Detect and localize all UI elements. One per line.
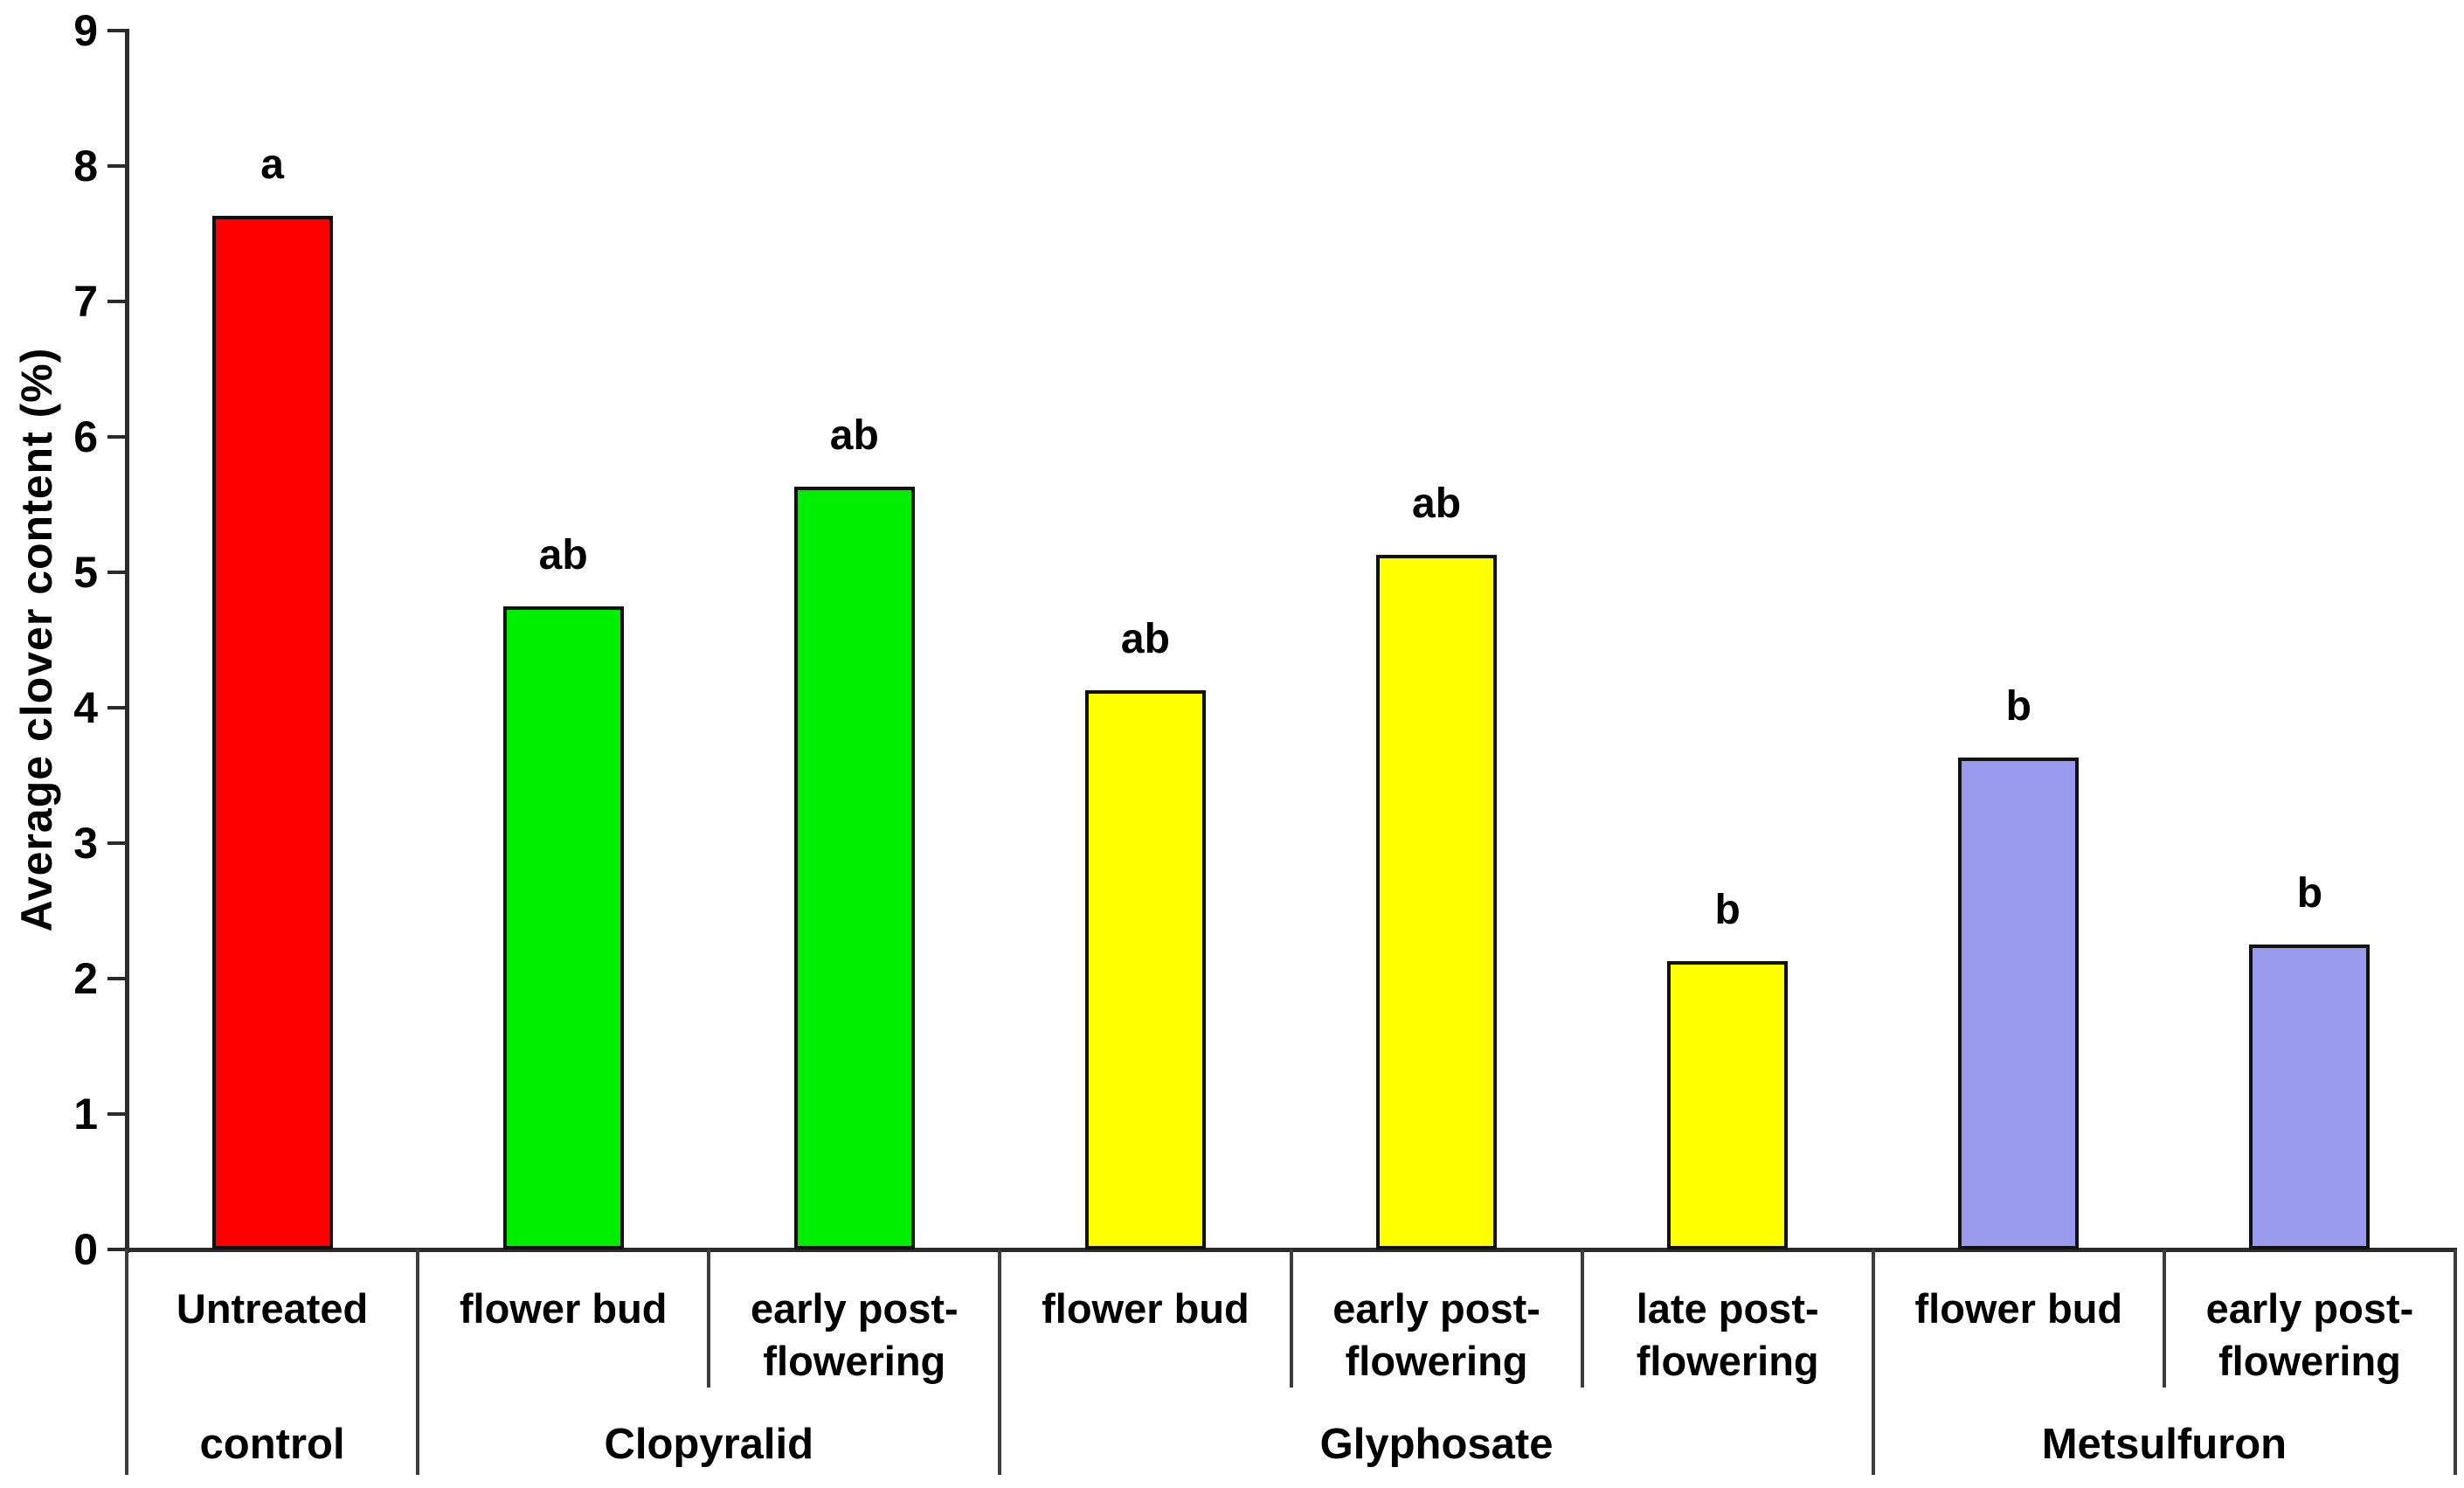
significance-letter: b [1714, 886, 1741, 933]
timing-label-line: flowering [1345, 1338, 1528, 1384]
significance-letter: ab [538, 531, 588, 578]
timing-label-line: flower bud [1914, 1285, 2123, 1332]
divider-line [1580, 1249, 1584, 1388]
divider-line [1871, 1249, 1875, 1475]
divider-line [2162, 1249, 2166, 1388]
timing-label-line: early post- [750, 1285, 959, 1332]
bar-Glyphosate-early-post-flowering [1376, 554, 1498, 1249]
group-label-Clopyralid: Clopyralid [604, 1421, 814, 1468]
y-tick-mark [107, 29, 126, 32]
significance-letter: ab [829, 412, 879, 460]
timing-label: flower bud [1879, 1283, 2159, 1335]
significance-letter: a [260, 142, 284, 189]
y-tick-mark [107, 164, 126, 168]
bar-control-Untreated [211, 216, 333, 1249]
timing-label-line: flowering [1636, 1338, 1819, 1384]
divider-line [2454, 1249, 2457, 1475]
y-tick-label: 0 [73, 1225, 98, 1274]
y-tick-label: 7 [73, 277, 98, 326]
bar-Glyphosate-flower-bud [1084, 689, 1206, 1249]
y-tick-label: 3 [73, 819, 98, 868]
group-label-Glyphosate: Glyphosate [1319, 1421, 1554, 1468]
timing-label-line: Untreated [176, 1285, 369, 1332]
timing-label: early post-flowering [1297, 1283, 1577, 1388]
timing-label: flower bud [1005, 1283, 1285, 1335]
timing-label-line: flowering [2218, 1338, 2401, 1384]
y-tick-mark [107, 300, 126, 303]
group-label-control: control [199, 1421, 345, 1468]
y-tick-mark [107, 1112, 126, 1116]
y-tick-mark [107, 435, 126, 439]
timing-label: Untreated [132, 1283, 412, 1335]
timing-label: early post-flowering [714, 1283, 994, 1388]
timing-label-line: late post- [1636, 1285, 1819, 1332]
y-tick-label: 1 [73, 1090, 98, 1138]
significance-letter: b [2005, 683, 2031, 730]
timing-label: flower bud [423, 1283, 703, 1335]
timing-label-line: flower bud [459, 1285, 668, 1332]
bar-Metsulfuron-early-post-flowering [2249, 945, 2371, 1249]
divider-line [416, 1249, 420, 1475]
y-tick-mark [107, 841, 126, 845]
significance-letter: ab [1120, 615, 1170, 662]
divider-line [125, 1249, 128, 1475]
timing-label-line: flower bud [1042, 1285, 1249, 1332]
divider-line [1289, 1249, 1293, 1388]
significance-letter: b [2296, 870, 2323, 917]
y-tick-label: 9 [73, 6, 98, 55]
timing-label: early post-flowering [2170, 1283, 2450, 1388]
y-tick-mark [107, 571, 126, 574]
timing-label-line: early post- [2205, 1285, 2414, 1332]
timing-label-line: early post- [1332, 1285, 1540, 1332]
y-tick-label: 5 [73, 548, 98, 597]
y-tick-mark [107, 706, 126, 709]
y-tick-mark [107, 977, 126, 980]
group-label-Metsulfuron: Metsulfuron [2041, 1421, 2288, 1468]
bar-Clopyralid-early-post-flowering [793, 487, 915, 1249]
y-tick-label: 6 [73, 412, 98, 461]
y-axis-line [125, 29, 129, 1253]
y-tick-mark [107, 1248, 126, 1251]
y-tick-label: 8 [73, 142, 98, 190]
bar-Glyphosate-late-post-flowering [1667, 960, 1789, 1249]
timing-label: late post-flowering [1588, 1283, 1868, 1388]
bar-Metsulfuron-flower-bud [1958, 758, 2080, 1249]
y-tick-label: 2 [73, 954, 98, 1003]
divider-line [998, 1249, 1002, 1475]
y-tick-label: 4 [73, 683, 98, 732]
significance-letter: ab [1412, 480, 1462, 527]
bar-Clopyralid-flower-bud [502, 606, 624, 1249]
timing-label-line: flowering [763, 1338, 946, 1384]
divider-line [707, 1249, 711, 1388]
